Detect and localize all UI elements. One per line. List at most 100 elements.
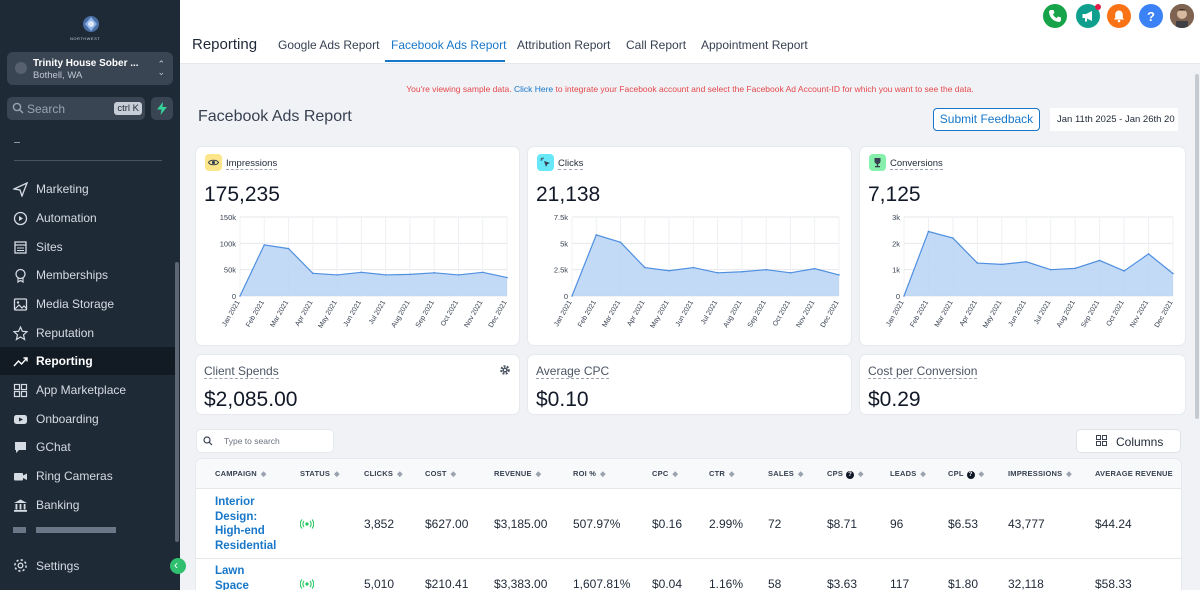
tab-facebook-ads-report[interactable]: Facebook Ads Report xyxy=(391,38,507,52)
campaign-link[interactable]: Lawn Space xyxy=(215,565,249,590)
cell-cpl: $6.53 xyxy=(948,517,979,531)
metric-value: 21,138 xyxy=(536,183,601,206)
sidebar-item-media-storage[interactable]: Media Storage xyxy=(0,290,176,318)
tab-appointment-report[interactable]: Appointment Report xyxy=(701,38,808,52)
chevron-left-icon: ‹ xyxy=(174,558,178,572)
tab-google-ads-report[interactable]: Google Ads Report xyxy=(278,38,380,52)
th-average-revenue[interactable]: AVERAGE REVENUE xyxy=(1095,469,1173,478)
th-cpl[interactable]: CPL? ◆ xyxy=(948,469,985,479)
user-photo-icon xyxy=(1170,4,1194,28)
cell-sales: 58 xyxy=(768,577,782,590)
data-point xyxy=(1049,268,1052,271)
sidebar-item-label: Marketing xyxy=(36,182,89,196)
data-point xyxy=(789,272,792,274)
help-button[interactable]: ? xyxy=(1139,4,1163,28)
data-point xyxy=(287,247,290,250)
sidebar-item-reputation[interactable]: Reputation xyxy=(0,319,176,347)
main-scrollbar[interactable] xyxy=(1195,74,1199,419)
x-tick-label: Jul 2021 xyxy=(700,299,719,326)
spend-value: $2,085.00 xyxy=(204,388,298,411)
sidebar-item-sites[interactable]: Sites xyxy=(0,233,176,261)
trend-icon xyxy=(13,357,28,367)
data-point xyxy=(927,230,930,233)
search-icon xyxy=(12,102,24,114)
company-logo-icon[interactable] xyxy=(78,12,104,38)
notifications-button[interactable] xyxy=(1107,4,1131,28)
sidebar-item-marketing[interactable]: Marketing xyxy=(0,175,176,203)
x-tick-label: May 2021 xyxy=(982,299,1003,329)
location-switcher[interactable]: Trinity House Sober ... Bothell, WA ⌃ ⌄ xyxy=(7,52,173,85)
th-sales[interactable]: SALES ◆ xyxy=(768,469,804,478)
spend-value: $0.10 xyxy=(536,388,589,411)
integrate-facebook-link[interactable]: Click Here xyxy=(513,84,554,94)
active-tab-indicator xyxy=(385,60,505,62)
th-impressions[interactable]: IMPRESSIONS ◆ xyxy=(1008,469,1072,478)
th-cpc[interactable]: CPC ◆ xyxy=(652,469,679,478)
sidebar-item-automation[interactable]: Automation xyxy=(0,204,176,232)
gear-icon[interactable] xyxy=(499,364,511,376)
sidebar-item-settings[interactable]: Settings xyxy=(0,552,176,580)
th-cps[interactable]: CPS? ◆ xyxy=(827,469,864,479)
client-spends-card: Client Spends $2,085.00 xyxy=(196,355,519,414)
columns-label: Columns xyxy=(1116,435,1164,449)
y-tick-label: 5k xyxy=(560,239,568,248)
impressions-area-chart: 0 50k 100k 150k Jan 2021 Feb 2021 Mar 2021 Apr … xyxy=(220,213,509,330)
phone-button[interactable] xyxy=(1043,4,1067,28)
sidebar-item-memberships[interactable]: Memberships xyxy=(0,261,176,289)
metric-card-clicks: Clicks 21,138 0 2.5k 5k 7.5k Jan 2021 Feb 202… xyxy=(528,147,851,345)
user-avatar[interactable] xyxy=(1170,4,1194,28)
sidebar-search-input[interactable]: Search ctrl K xyxy=(7,97,145,120)
notice-text-after: to integrate your Facebook account and s… xyxy=(555,84,974,94)
y-tick-label: 1k xyxy=(892,266,900,275)
quick-actions-button[interactable] xyxy=(151,97,173,120)
metric-value: 175,235 xyxy=(204,183,280,206)
metric-card-conversions: Conversions 7,125 0 1k 2k 3k Jan 2021 Feb 202… xyxy=(860,147,1185,345)
spend-label: Cost per Conversion xyxy=(868,364,978,379)
award-icon xyxy=(15,268,26,283)
tab-call-report[interactable]: Call Report xyxy=(626,38,687,52)
th-campaign[interactable]: CAMPAIGN ◆ xyxy=(215,469,267,478)
date-range-picker[interactable]: Jan 11th 2025 - Jan 26th 20 xyxy=(1050,108,1178,131)
data-point xyxy=(903,295,905,297)
th-status[interactable]: STATUS ◆ xyxy=(300,469,340,478)
sidebar-item-ring-cameras[interactable]: Ring Cameras xyxy=(0,462,176,490)
spend-value: $0.29 xyxy=(868,388,921,411)
data-point xyxy=(619,241,622,244)
sidebar-item-reporting[interactable]: Reporting xyxy=(0,347,176,375)
data-point xyxy=(336,274,338,276)
campaign-link[interactable]: Interior Design: High-end Residential xyxy=(215,496,277,552)
cell-average-revenue: $58.33 xyxy=(1095,577,1132,590)
th-leads[interactable]: LEADS ◆ xyxy=(890,469,927,478)
table-search-input[interactable]: Type to search xyxy=(197,430,333,452)
grid-icon xyxy=(13,383,28,398)
sidebar-item-app-marketplace[interactable]: App Marketplace xyxy=(0,376,176,404)
sidebar-item-onboarding[interactable]: Onboarding xyxy=(0,405,176,433)
th-roi[interactable]: ROI % ◆ xyxy=(573,469,606,478)
tab-attribution-report[interactable]: Attribution Report xyxy=(517,38,611,52)
th-revenue[interactable]: REVENUE ◆ xyxy=(494,469,542,478)
collapse-sidebar-button[interactable]: ‹ xyxy=(170,558,186,574)
x-tick-label: Apr 2021 xyxy=(626,299,646,327)
sidebar-scrollbar[interactable] xyxy=(175,262,179,542)
sort-icon: ◆ xyxy=(920,471,927,478)
report-title: Facebook Ads Report xyxy=(198,108,352,125)
sidebar-item-gchat[interactable]: GChat xyxy=(0,433,176,461)
x-tick-label: Feb 2021 xyxy=(577,299,598,328)
data-point xyxy=(481,271,484,274)
columns-button[interactable]: Columns xyxy=(1077,430,1180,452)
sort-icon: ◆ xyxy=(450,471,457,478)
y-tick-label: 2.5k xyxy=(554,266,568,275)
y-tick-label: 0 xyxy=(232,292,236,301)
cell-ctr: 1.16% xyxy=(709,577,744,590)
submit-feedback-button[interactable]: Submit Feedback xyxy=(933,108,1040,131)
sidebar-item-label: Memberships xyxy=(36,268,109,282)
cell-revenue: $3,185.00 xyxy=(494,517,548,531)
cell-cost: $210.41 xyxy=(425,577,469,590)
sidebar-item-label: GChat xyxy=(36,440,71,454)
th-cost[interactable]: COST ◆ xyxy=(425,469,457,478)
th-ctr[interactable]: CTR ◆ xyxy=(709,469,735,478)
th-clicks[interactable]: CLICKS ◆ xyxy=(364,469,403,478)
spend-label: Average CPC xyxy=(536,364,610,379)
announcements-button[interactable] xyxy=(1076,4,1101,28)
sidebar-item-banking[interactable]: Banking xyxy=(0,491,176,519)
